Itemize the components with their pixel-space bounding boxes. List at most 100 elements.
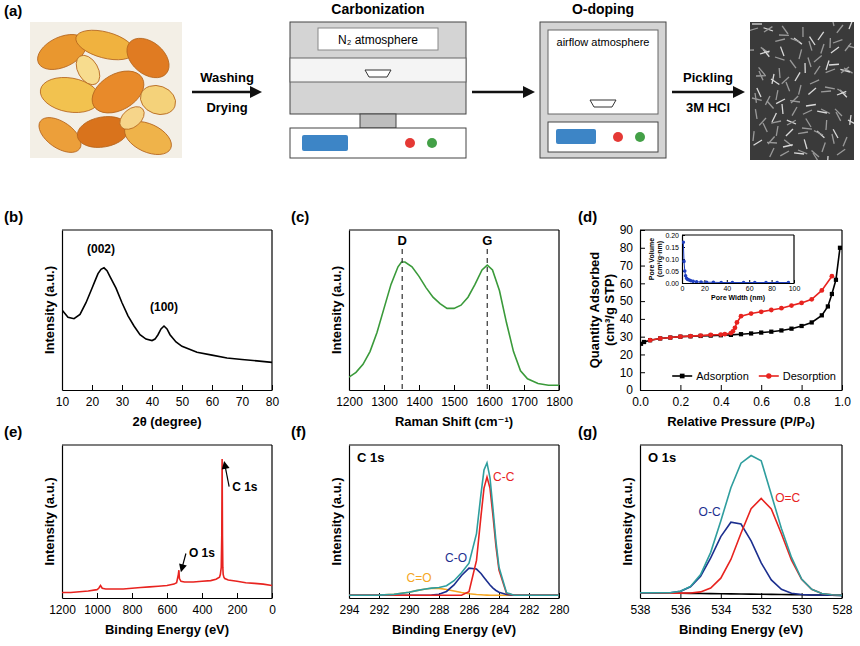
sem-texture (832, 134, 834, 144)
sem-texture (764, 27, 772, 32)
sem-texture (831, 47, 839, 53)
tick: 0.05 (665, 268, 685, 275)
tick: 288 (429, 593, 449, 617)
marker (682, 240, 685, 244)
tick: 40 (146, 385, 160, 409)
sem-texture (808, 57, 811, 67)
arrow-shaft (192, 91, 252, 94)
tick: 1.0 (834, 385, 851, 409)
tick: 0 (269, 593, 276, 617)
y-axis (349, 446, 350, 599)
tick-label: 0.15 (665, 244, 679, 251)
sem-texture (817, 111, 827, 113)
tick: 70 (620, 259, 645, 273)
frame-top (640, 229, 842, 230)
chart-panel: 1200130014001500160017001800Raman Shift … (291, 208, 573, 429)
tick-label: 50 (176, 395, 190, 409)
step-label: 3M HCl (686, 100, 730, 115)
tick-label: 30 (620, 330, 634, 344)
boat (365, 70, 391, 77)
tick-mark (489, 385, 490, 390)
marker (668, 335, 673, 340)
sem-texture (821, 44, 824, 53)
axis-title: Binding Energy (eV) (392, 622, 516, 637)
tick-mark (272, 385, 273, 390)
frame-top (349, 444, 559, 445)
tick-label: 1400 (406, 395, 433, 409)
frame-right (271, 445, 272, 598)
atmosphere-label: N₂ atmosphere (338, 33, 418, 47)
sem-texture (848, 120, 854, 125)
axis-title: Intensity (a.u.) (42, 266, 57, 354)
axis-line (63, 598, 273, 599)
plot-area (682, 240, 790, 283)
tick-mark (802, 385, 803, 390)
tick-label: 0.2 (673, 395, 690, 409)
sem-texture (787, 120, 796, 124)
tick-mark (167, 593, 168, 598)
tick-label: 284 (489, 603, 509, 617)
tick-mark (640, 283, 645, 284)
arrow-head (523, 86, 535, 98)
tick: 0.10 (665, 256, 685, 263)
sem-texture (799, 85, 801, 95)
tick-label: 290 (399, 603, 419, 617)
sem-texture (827, 156, 829, 160)
tick-mark (721, 385, 722, 390)
marker (642, 340, 646, 344)
axis-line (63, 390, 273, 391)
marker (718, 332, 723, 337)
button-green (427, 138, 437, 148)
tick: 40 (620, 312, 645, 326)
sem-texture (849, 22, 853, 29)
sem-texture (792, 107, 797, 116)
marker (731, 281, 735, 283)
tick-mark (384, 385, 385, 390)
tick-mark (242, 385, 243, 390)
panel-label: (g) (578, 423, 597, 440)
button-red (405, 138, 415, 148)
marker (799, 324, 803, 328)
axis-title: Binding Energy (eV) (679, 622, 803, 637)
annotation-arrow-head (222, 461, 230, 470)
sem-texture (775, 39, 785, 41)
sem-texture (837, 25, 843, 33)
tick-label: 80 (768, 285, 776, 292)
furnace: N₂ atmosphere (290, 22, 466, 158)
arrow-head (733, 86, 745, 98)
peel (115, 102, 148, 134)
tick-label: 60 (620, 277, 634, 291)
frame-right (793, 235, 794, 283)
series-label: C-C (493, 470, 515, 484)
plot-area (640, 456, 842, 596)
tick-mark (202, 593, 203, 598)
y-axis (62, 446, 63, 599)
marker (708, 332, 713, 337)
sem-image (750, 22, 854, 160)
tick-label: 534 (711, 603, 731, 617)
tick-label: 1200 (336, 395, 363, 409)
tick-label: 400 (192, 603, 212, 617)
arrow-shaft (472, 91, 525, 94)
step-label: Drying (206, 100, 247, 115)
series-line (650, 276, 832, 340)
tick: 0.15 (665, 244, 685, 251)
tick-label: 1300 (371, 395, 398, 409)
display (556, 129, 596, 144)
frame-top (62, 229, 272, 230)
figure-canvas: (a)WashingDryingCarbonizationN₂ atmosphe… (0, 0, 860, 646)
chart-panel: 0.00.20.40.60.81.00102030405060708090Rel… (578, 208, 851, 429)
tick: 1700 (511, 385, 538, 409)
marker (775, 281, 779, 283)
sem-texture (776, 99, 785, 104)
tick: 60 (746, 280, 754, 292)
axis-title: Intensity (a.u.) (329, 266, 344, 354)
panel-a: (a)WashingDryingCarbonizationN₂ atmosphe… (4, 1, 858, 166)
sem-texture (845, 43, 851, 51)
marker (779, 306, 784, 311)
legend-label: Desorption (783, 370, 836, 382)
series-line (640, 456, 842, 596)
x-axis: 0.00.20.40.60.81.0 (632, 385, 851, 409)
tick-mark (640, 248, 645, 249)
marker (830, 274, 835, 279)
